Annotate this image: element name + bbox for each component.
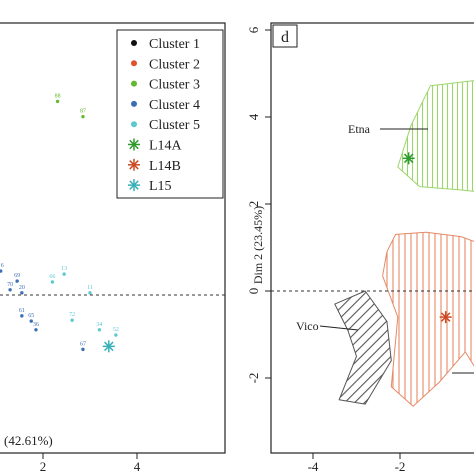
point-label-52: 52	[113, 327, 119, 333]
point-label-67: 67	[80, 341, 86, 347]
point-label-20: 20	[19, 285, 25, 291]
right-regions-group	[334, 80, 474, 407]
point-13	[62, 272, 66, 276]
point-61	[20, 314, 24, 318]
right-y-tick-label-0: 0	[246, 288, 261, 295]
point-label-66: 66	[49, 274, 55, 280]
legend-label-cluster-4: Cluster 4	[149, 98, 200, 113]
panel-letter-box	[272, 24, 298, 48]
right-region-labels: Etna Vico	[296, 122, 474, 374]
point-label-69: 69	[14, 273, 20, 279]
right-y-ticks: -2 0 2 4 6	[246, 26, 271, 383]
legend-label-l14a: L14A	[149, 139, 183, 154]
legend-marker-l14a	[128, 138, 140, 151]
asterisk-l14a-stroke	[403, 153, 414, 164]
right-y-tick-label-4: 4	[246, 113, 261, 120]
point-16	[0, 269, 3, 273]
right-x-tick-label--2: -2	[395, 459, 406, 474]
point-66	[50, 280, 55, 284]
point-11	[88, 291, 92, 295]
point-label-61: 61	[19, 308, 25, 314]
point-label-34: 34	[96, 322, 102, 328]
point-88	[55, 99, 60, 104]
point-label-13: 13	[61, 266, 67, 272]
legend-label-cluster-2: Cluster 2	[149, 57, 200, 72]
point-label-11: 11	[87, 285, 93, 291]
point-72	[70, 318, 74, 322]
legend-marker-l15-stroke	[129, 180, 139, 190]
legend-marker-cluster-2	[131, 60, 137, 67]
legend-label-l15: L15	[149, 179, 172, 194]
point-87	[81, 114, 85, 119]
region-vico	[334, 290, 392, 405]
legend-marker-cluster-1	[131, 40, 137, 46]
legend-marker-cluster-3	[131, 80, 137, 87]
right-y-tick-label-6: 6	[246, 26, 261, 33]
right-x-ticks: -4 -2	[308, 453, 406, 474]
right-x-tick-label--4: -4	[308, 459, 319, 474]
point-36	[34, 328, 38, 332]
region-etna	[397, 80, 474, 192]
legend-marker-l15	[128, 179, 140, 192]
point-label-36: 36	[33, 322, 39, 328]
asterisk-l14b	[439, 311, 452, 324]
point-69	[15, 279, 19, 283]
panel-letter: d	[281, 29, 289, 46]
region-leader-vico	[319, 325, 359, 331]
left-panel: 2 4 (42.61%) 888786166970206613117173616…	[0, 22, 226, 474]
legend-marker-cluster-5	[131, 121, 137, 128]
asterisk-l15-stroke	[104, 341, 114, 352]
region-label-vico: Vico	[296, 319, 319, 333]
legend: Cluster 1 Cluster 2 Cluster 3 Cluster 4 Clus…	[116, 29, 224, 199]
region-unnamed-1	[382, 231, 474, 407]
point-20	[20, 291, 24, 295]
point-52	[114, 333, 118, 337]
left-x-tick-label-4: 4	[134, 459, 141, 474]
point-label-88: 88	[55, 93, 61, 99]
right-asterisks-group	[402, 152, 452, 324]
point-label-65: 65	[28, 313, 34, 319]
right-y-axis-label: Dim 2 (23.45%)	[251, 206, 265, 284]
right-y-tick-label-2: 2	[246, 201, 261, 208]
point-label-70: 70	[7, 282, 13, 288]
left-points-group: 8887861669702066131171736165723452423667	[0, 93, 119, 353]
asterisk-l15	[102, 340, 115, 353]
right-y-tick-label--2: -2	[246, 373, 261, 384]
point-34	[97, 328, 102, 332]
point-67	[81, 347, 85, 352]
legend-marker-cluster-4	[131, 100, 137, 107]
asterisk-l14a	[402, 152, 415, 165]
left-x-axis-label: (42.61%)	[4, 433, 53, 448]
region-label-etna: Etna	[348, 122, 371, 136]
point-65	[29, 319, 33, 323]
legend-marker-l14b	[128, 158, 140, 171]
legend-marker-l14b-stroke	[129, 160, 139, 170]
legend-marker-l14a-stroke	[129, 139, 139, 150]
legend-label-cluster-1: Cluster 1	[149, 37, 200, 52]
legend-label-l14b: L14B	[149, 159, 181, 174]
right-panel: -2 0 2 4 6 -4 -2 Dim 2 (23.45%) d Etna Vico	[246, 22, 474, 474]
right-plot-frame	[270, 22, 474, 454]
left-plot-frame	[0, 22, 226, 454]
legend-label-cluster-5: Cluster 5	[149, 118, 200, 133]
point-label-87: 87	[80, 109, 86, 115]
point-70	[8, 288, 12, 292]
point-label-16: 16	[0, 263, 4, 269]
left-x-tick-label-2: 2	[40, 459, 47, 474]
point-label-72: 72	[69, 312, 75, 318]
asterisk-l14b-stroke	[440, 312, 451, 322]
legend-label-cluster-3: Cluster 3	[149, 78, 200, 93]
